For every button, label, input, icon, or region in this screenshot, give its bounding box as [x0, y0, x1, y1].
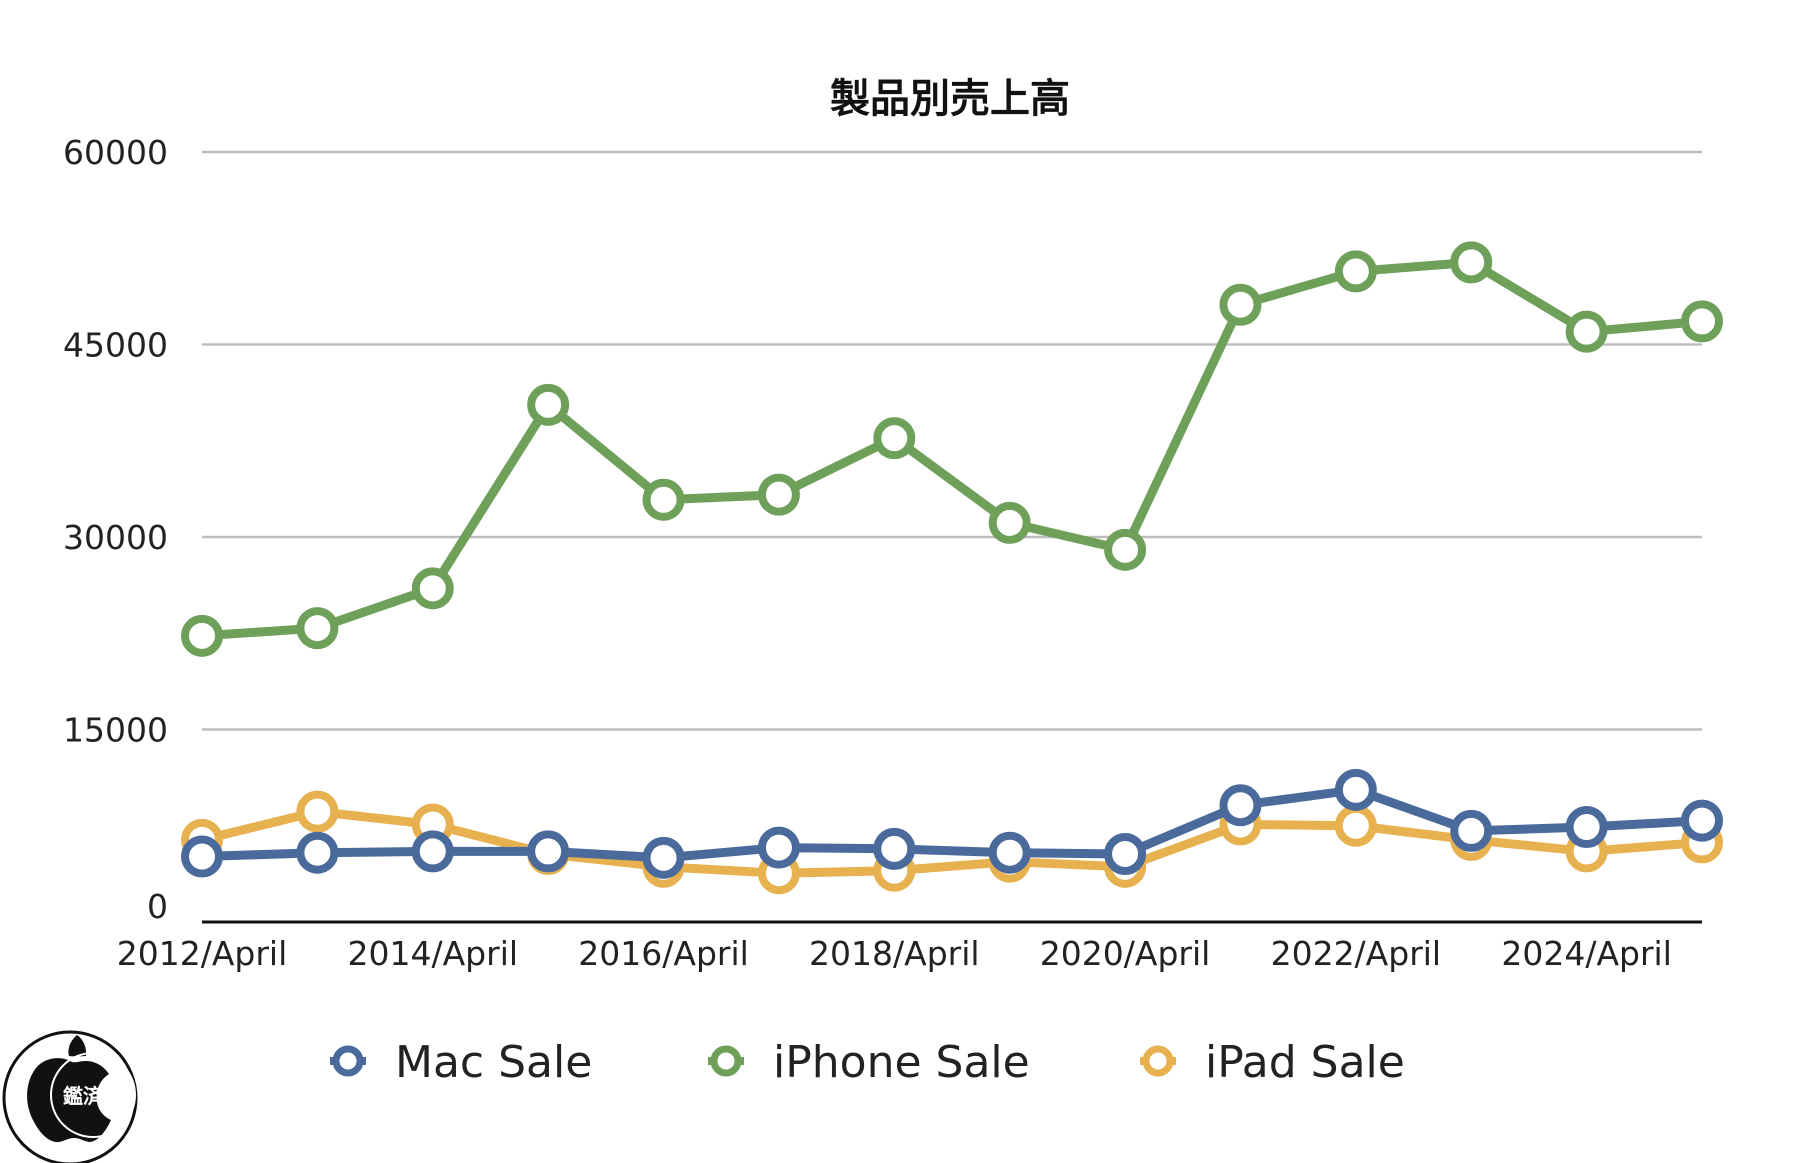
data-point	[1104, 528, 1147, 571]
data-point	[296, 831, 339, 874]
data-point	[1219, 784, 1262, 827]
data-point	[296, 790, 339, 833]
x-tick-label: 2012/April	[117, 934, 288, 973]
grid-lines	[202, 150, 1702, 731]
data-point	[1334, 768, 1377, 811]
x-tick-label: 2022/April	[1271, 934, 1442, 973]
data-point	[988, 501, 1031, 544]
series-mac-sale	[181, 768, 1723, 879]
x-tick-label: 2024/April	[1501, 934, 1672, 973]
series-iphone-sale	[181, 241, 1723, 657]
x-tick-label: 2018/April	[809, 934, 980, 973]
data-point	[1334, 250, 1377, 293]
data-point	[411, 830, 454, 873]
legend: Mac Sale iPhone Sale iPad Sale	[330, 1037, 1405, 1088]
data-point	[757, 826, 800, 869]
watermark-logo: 鑑済定	[2, 1030, 138, 1163]
legend-marker-icon	[1142, 1045, 1174, 1077]
data-point	[1681, 799, 1723, 842]
apple-logo-icon	[27, 1035, 111, 1143]
data-point	[527, 383, 570, 426]
data-point	[1104, 832, 1147, 875]
legend-marker-icon	[332, 1045, 364, 1077]
legend-item: Mac Sale	[330, 1037, 592, 1088]
data-point	[296, 607, 339, 650]
legend-label: Mac Sale	[395, 1037, 592, 1088]
data-point	[1334, 804, 1377, 847]
data-point	[181, 835, 223, 878]
data-point	[642, 836, 685, 879]
chart-title: 製品別売上高	[830, 76, 1070, 122]
y-tick-label: 15000	[63, 711, 168, 750]
data-point	[1450, 241, 1493, 284]
data-point	[873, 417, 916, 460]
data-point	[527, 830, 570, 873]
legend-item: iPhone Sale	[708, 1037, 1030, 1088]
y-axis-ticks: 0 15000 30000 45000 60000	[63, 133, 168, 926]
series-lines	[181, 241, 1723, 895]
legend-label: iPad Sale	[1205, 1037, 1405, 1088]
watermark-text: 鑑済定	[63, 1084, 123, 1108]
x-tick-label: 2020/April	[1040, 934, 1211, 973]
data-point	[1565, 806, 1608, 849]
legend-item: iPad Sale	[1140, 1037, 1405, 1088]
x-tick-label: 2014/April	[348, 934, 519, 973]
data-point	[181, 614, 223, 657]
x-axis-ticks: 2012/April 2014/April 2016/April 2018/April…	[117, 934, 1672, 973]
y-tick-label: 0	[147, 887, 168, 926]
data-point	[411, 567, 454, 610]
y-tick-label: 60000	[63, 133, 168, 172]
data-point	[988, 831, 1031, 874]
data-point	[1219, 283, 1262, 326]
legend-marker-icon	[710, 1045, 742, 1077]
x-tick-label: 2016/April	[578, 934, 749, 973]
y-tick-label: 45000	[63, 326, 168, 365]
data-point	[1565, 310, 1608, 353]
data-point	[1450, 809, 1493, 852]
data-point	[1681, 300, 1723, 343]
watermark-inner-ring	[50, 1052, 136, 1138]
y-tick-label: 30000	[63, 518, 168, 557]
data-point	[873, 827, 916, 870]
legend-label: iPhone Sale	[773, 1037, 1030, 1088]
data-point	[642, 478, 685, 521]
data-point	[757, 473, 800, 516]
